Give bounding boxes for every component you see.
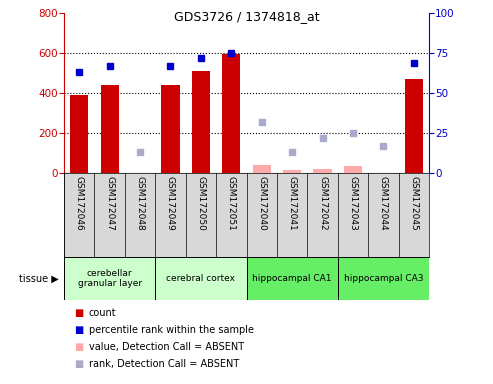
Bar	[283, 170, 301, 173]
Bar	[70, 95, 88, 173]
Text: ■: ■	[74, 342, 83, 352]
Text: GSM172041: GSM172041	[287, 176, 297, 231]
Bar	[314, 169, 332, 173]
Bar	[405, 79, 423, 173]
Bar	[246, 257, 338, 300]
Text: value, Detection Call = ABSENT: value, Detection Call = ABSENT	[89, 342, 244, 352]
Bar	[338, 257, 429, 300]
Text: GSM172047: GSM172047	[105, 176, 114, 231]
Text: GSM172048: GSM172048	[136, 176, 144, 231]
Text: count: count	[89, 308, 116, 318]
Bar	[64, 257, 155, 300]
Text: GSM172044: GSM172044	[379, 176, 388, 231]
Text: tissue ▶: tissue ▶	[19, 273, 59, 283]
Text: cerebral cortex: cerebral cortex	[167, 274, 235, 283]
Bar	[192, 71, 210, 173]
Text: ■: ■	[74, 359, 83, 369]
Text: hippocampal CA3: hippocampal CA3	[344, 274, 423, 283]
Text: GSM172042: GSM172042	[318, 176, 327, 231]
Text: GDS3726 / 1374818_at: GDS3726 / 1374818_at	[174, 10, 319, 23]
Text: GSM172040: GSM172040	[257, 176, 266, 231]
Text: percentile rank within the sample: percentile rank within the sample	[89, 325, 254, 335]
Text: hippocampal CA1: hippocampal CA1	[252, 274, 332, 283]
Bar	[222, 54, 241, 173]
Text: GSM172049: GSM172049	[166, 176, 175, 231]
Text: cerebellar
granular layer: cerebellar granular layer	[77, 269, 142, 288]
Text: GSM172043: GSM172043	[349, 176, 357, 231]
Text: rank, Detection Call = ABSENT: rank, Detection Call = ABSENT	[89, 359, 239, 369]
Text: GSM172051: GSM172051	[227, 176, 236, 231]
Bar	[161, 85, 179, 173]
Text: GSM172050: GSM172050	[196, 176, 206, 231]
Text: ■: ■	[74, 308, 83, 318]
Bar	[155, 257, 246, 300]
Bar	[344, 166, 362, 173]
Bar	[252, 165, 271, 173]
Text: GSM172046: GSM172046	[75, 176, 84, 231]
Text: GSM172045: GSM172045	[409, 176, 418, 231]
Bar	[101, 85, 119, 173]
Text: ■: ■	[74, 325, 83, 335]
